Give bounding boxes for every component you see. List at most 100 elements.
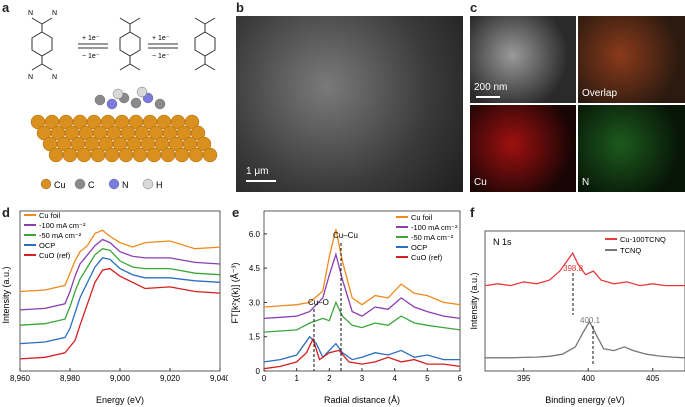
chart-d-xlabel: Energy (eV) bbox=[96, 395, 144, 405]
legend-label-4: CuO (ref) bbox=[411, 253, 443, 262]
x-tick-label: 5 bbox=[425, 374, 430, 383]
haadf-image: 200 nm bbox=[470, 16, 576, 103]
legend-label-1: -100 mA cm⁻² bbox=[39, 221, 86, 230]
chart-e: FT[k²χ(k)] (Å⁻³) Radial distance (Å) 0 1 2… bbox=[230, 210, 463, 405]
chart-d-ylabel: Intensity (a.u.) bbox=[1, 266, 11, 323]
x-tick-label: 6 bbox=[458, 374, 463, 383]
legend-label-2: -50 mA cm⁻² bbox=[411, 233, 454, 242]
chart-d-ticks: 8,960 8,980 9,000 9,020 9,040 bbox=[10, 368, 228, 383]
y-tick-label: 3.0 bbox=[249, 298, 261, 307]
cu-atom bbox=[188, 147, 204, 163]
overlap-label: Overlap bbox=[582, 88, 618, 99]
adsorbate-atom bbox=[136, 86, 148, 98]
x-tick-label: 8,960 bbox=[10, 374, 31, 383]
x-tick-label: 400 bbox=[582, 374, 596, 383]
panel-label-b: b bbox=[236, 0, 244, 15]
y-tick-label: 4.5 bbox=[249, 264, 261, 273]
cu-cu-annotation: Cu–Cu bbox=[333, 231, 358, 240]
cu-o-annotation: Cu–O bbox=[308, 298, 329, 307]
series-line-4 bbox=[263, 337, 461, 370]
legend-label-0: Cu foil bbox=[411, 213, 433, 222]
legend-label-h: H bbox=[156, 180, 163, 190]
cu-atom bbox=[62, 147, 78, 163]
arrow1-bottom-text: − 1e⁻ bbox=[82, 53, 100, 60]
series-line-4 bbox=[19, 267, 221, 360]
legend-label-n: N bbox=[122, 180, 129, 190]
legend-label-cu: Cu bbox=[54, 180, 66, 190]
cu-atom bbox=[160, 147, 176, 163]
panel-label-a: a bbox=[2, 0, 10, 15]
x-tick-label: 0 bbox=[262, 374, 267, 383]
cu-map-label: Cu bbox=[474, 177, 487, 188]
legend-label-0: Cu foil bbox=[39, 211, 61, 220]
adsorbate-atom bbox=[94, 94, 106, 106]
legend-label-0: Cu-100TCNQ bbox=[620, 235, 666, 244]
chart-f-ticks: 395 400 405 bbox=[517, 368, 660, 383]
chart-f-title: N 1s bbox=[493, 237, 512, 247]
arrow2-top-text: + 1e⁻ bbox=[152, 35, 170, 42]
x-tick-label: 9,020 bbox=[160, 374, 181, 383]
n-map-label: N bbox=[582, 177, 590, 188]
eds-map-grid: 200 nm Overlap Cu N bbox=[470, 16, 685, 192]
legend-swatch-c bbox=[74, 178, 86, 190]
x-tick-label: 405 bbox=[646, 374, 660, 383]
peak-400-label: 400.1 bbox=[580, 316, 601, 325]
y-tick-label: 6.0 bbox=[249, 230, 261, 239]
n-map: N bbox=[578, 105, 685, 192]
x-tick-label: 2 bbox=[327, 374, 332, 383]
atom-legend: Cu C N H bbox=[40, 178, 163, 190]
legend-label-3: OCP bbox=[39, 241, 55, 250]
series-line-2 bbox=[19, 248, 221, 326]
legend-swatch-h bbox=[142, 178, 154, 190]
series-line-1 bbox=[485, 320, 685, 359]
scale-text-c: 200 nm bbox=[474, 82, 508, 93]
chart-f-ylabel: Intensity (a.u.) bbox=[469, 272, 479, 329]
n-atom-text-1: N bbox=[28, 10, 33, 17]
panel-label-c: c bbox=[470, 0, 478, 15]
arrow2-bottom-text: − 1e⁻ bbox=[152, 53, 170, 60]
chart-f-lines bbox=[484, 251, 685, 359]
legend-label-1: TCNQ bbox=[620, 246, 641, 255]
chart-f-frame bbox=[484, 230, 685, 372]
series-line-3 bbox=[19, 257, 221, 345]
adsorbate-atom bbox=[154, 98, 166, 110]
legend-label-c: C bbox=[88, 180, 95, 190]
chart-e-lines bbox=[263, 229, 461, 370]
scale-bar-c bbox=[476, 96, 500, 98]
series-line-1 bbox=[19, 238, 221, 311]
n-atom-text-3: N bbox=[28, 74, 33, 81]
series-line-0 bbox=[19, 229, 221, 293]
y-tick-label: 0 bbox=[256, 367, 261, 376]
adsorbate-atom bbox=[112, 88, 124, 100]
legend-label-2: -50 mA cm⁻² bbox=[39, 231, 82, 240]
cu-atom bbox=[76, 147, 92, 163]
x-tick-label: 3 bbox=[360, 374, 365, 383]
chart-e-ylabel: FT[k²χ(k)] (Å⁻³) bbox=[230, 263, 240, 324]
panel-label-e: e bbox=[232, 205, 240, 220]
chart-d-lines bbox=[19, 229, 221, 360]
tcnq-molecule-2 bbox=[119, 17, 141, 71]
series-line-2 bbox=[263, 300, 461, 333]
x-tick-label: 9,000 bbox=[110, 374, 131, 383]
overlap-map: Overlap bbox=[578, 16, 685, 103]
adsorbate-atom bbox=[130, 97, 142, 109]
series-line-1 bbox=[263, 252, 461, 320]
scale-bar-b bbox=[246, 180, 276, 182]
cu-atom bbox=[146, 147, 162, 163]
chart-d: Intensity (a.u.) Energy (eV) 8,960 8,980 9… bbox=[1, 210, 228, 405]
cu-atom bbox=[202, 147, 218, 163]
adsorbate-atom bbox=[106, 98, 118, 110]
x-tick-label: 8,980 bbox=[60, 374, 81, 383]
panel-a-schematic: N N N N + 1e⁻ − 1e⁻ + 1e⁻ − 1e⁻ Cu C N H bbox=[28, 10, 218, 190]
n-atom-text-4: N bbox=[52, 74, 57, 81]
x-tick-label: 1 bbox=[294, 374, 299, 383]
tcnq-molecule-3 bbox=[194, 17, 216, 71]
arrow1-top-text: + 1e⁻ bbox=[82, 35, 100, 42]
cu-atom bbox=[174, 147, 190, 163]
y-tick-label: 1.5 bbox=[249, 333, 261, 342]
legend-label-3: OCP bbox=[411, 243, 427, 252]
series-line-0 bbox=[484, 251, 685, 287]
sem-image: 1 μm bbox=[236, 16, 463, 192]
x-tick-label: 4 bbox=[392, 374, 397, 383]
